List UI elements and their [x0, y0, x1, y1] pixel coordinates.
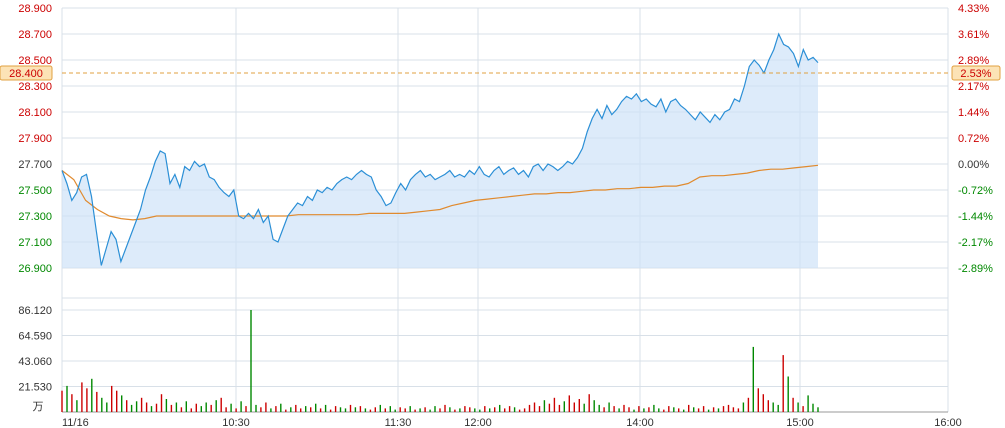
time-tick-label: 14:00	[626, 417, 654, 428]
time-tick-label: 11:30	[385, 417, 412, 428]
percent-tick-label: -2.17%	[958, 237, 993, 249]
price-tick-label: 28.300	[18, 81, 52, 93]
time-tick-label: 12:00	[464, 417, 492, 428]
time-tick-label: 15:00	[786, 417, 814, 428]
time-tick-label: 16:00	[934, 417, 962, 428]
current-price-tag-right: 2.53%	[951, 65, 1001, 81]
volume-tick-label: 21.530	[18, 382, 52, 394]
price-line	[61, 32, 819, 266]
percent-tick-label: 2.17%	[958, 81, 989, 93]
price-tick-label: 28.100	[18, 107, 52, 119]
current-percent-label: 2.53%	[960, 68, 991, 80]
volume-unit-label: 万	[33, 401, 44, 413]
percent-tick-label: 0.72%	[958, 133, 989, 145]
average-price-line	[61, 164, 819, 221]
time-axis: 11/16 10:30 11:30 12:00 14:00 15:00 16:00	[62, 417, 962, 428]
price-tick-label: 27.300	[18, 211, 52, 223]
volume-grid	[62, 309, 948, 413]
percent-tick-label: 4.33%	[958, 3, 989, 15]
percent-axis: 4.33% 3.61% 2.89% 2.17% 1.44% 0.72% 0.00% -0.72…	[958, 3, 993, 275]
time-tick-label: 10:30	[222, 417, 250, 428]
percent-tick-label: -2.89%	[958, 263, 993, 275]
price-tick-label: 27.900	[18, 133, 52, 145]
volume-bars	[61, 310, 819, 412]
price-tick-label: 27.100	[18, 237, 52, 249]
price-axis: 28.900 28.700 28.500 28.300 28.100 27.900 27.7…	[18, 3, 52, 275]
percent-tick-label: -0.72%	[958, 185, 993, 197]
price-tick-label: 27.500	[18, 185, 52, 197]
price-tick-label: 28.900	[18, 3, 52, 15]
percent-tick-label: 2.89%	[958, 55, 989, 67]
percent-tick-label: 1.44%	[958, 107, 989, 119]
price-area-fill	[62, 34, 818, 268]
price-tick-label: 28.500	[18, 55, 52, 67]
volume-tick-label: 64.590	[18, 331, 52, 343]
current-price-tag-left: 28.400	[0, 65, 53, 81]
current-price-label: 28.400	[9, 68, 43, 80]
volume-axis: 86.120 64.590 43.060 21.530	[18, 305, 52, 394]
volume-tick-label: 86.120	[18, 305, 52, 317]
percent-tick-label: 3.61%	[958, 29, 989, 41]
percent-tick-label: 0.00%	[958, 159, 989, 171]
volume-tick-label: 43.060	[18, 356, 52, 368]
price-tick-label: 28.700	[18, 29, 52, 41]
percent-tick-label: -1.44%	[958, 211, 993, 223]
price-tick-label: 26.900	[18, 263, 52, 275]
price-tick-label: 27.700	[18, 159, 52, 171]
time-tick-label: 11/16	[62, 417, 89, 428]
